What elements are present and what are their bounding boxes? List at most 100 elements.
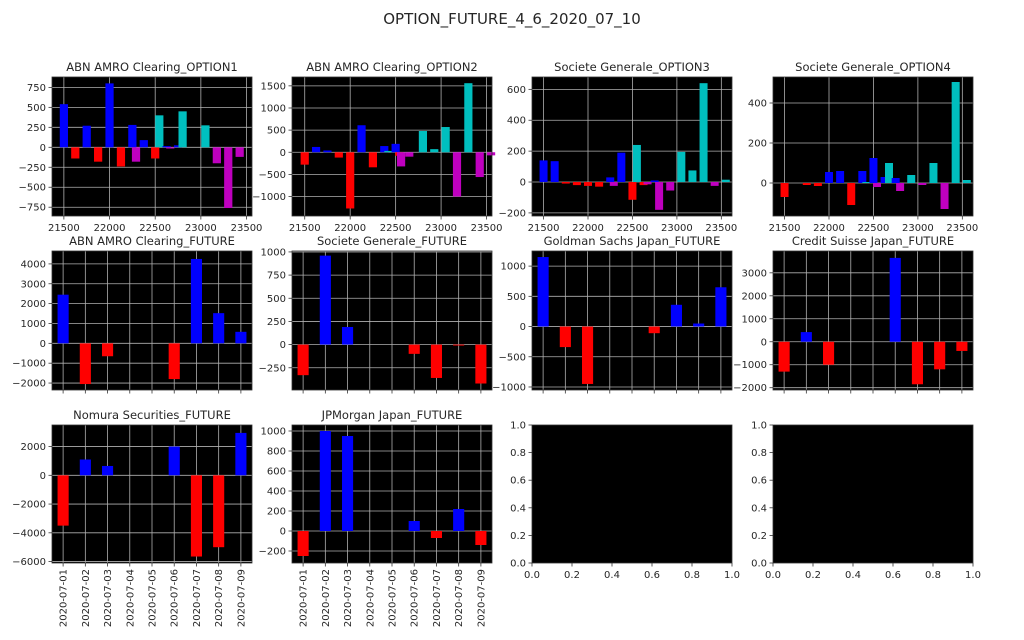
y-tick-label: 0 bbox=[761, 337, 767, 348]
y-tick-label: 200 bbox=[507, 147, 526, 158]
y-tick-label: 250 bbox=[27, 123, 46, 134]
bar bbox=[201, 125, 210, 148]
x-tick-label: 2020-07-08 bbox=[454, 569, 465, 627]
bar bbox=[334, 152, 343, 158]
bar bbox=[102, 465, 114, 476]
subplot-title: Credit Suisse Japan_FUTURE bbox=[792, 234, 954, 248]
bar bbox=[632, 144, 641, 183]
y-tick-label: 0 bbox=[40, 339, 46, 350]
bar bbox=[911, 341, 923, 385]
x-tick-label: 2020-07-02 bbox=[321, 569, 332, 627]
bar bbox=[139, 140, 148, 148]
bar bbox=[475, 344, 487, 384]
bar bbox=[780, 183, 789, 197]
y-tick-label: 1000 bbox=[501, 262, 526, 273]
y-tick-label: 0.2 bbox=[510, 531, 526, 542]
x-tick-label: 2020-07-07 bbox=[192, 569, 203, 627]
x-tick-label: 2020-07-08 bbox=[214, 569, 225, 627]
x-tick-label: 0.2 bbox=[564, 570, 580, 581]
bar bbox=[550, 161, 559, 183]
x-tick-label: 0.4 bbox=[604, 570, 620, 581]
bar bbox=[862, 182, 871, 183]
y-tick-label: 750 bbox=[267, 271, 286, 282]
bar bbox=[319, 255, 331, 345]
bar bbox=[380, 146, 389, 153]
x-tick-label: 23000 bbox=[902, 223, 934, 234]
y-tick-label: 400 bbox=[748, 99, 767, 110]
bar bbox=[128, 124, 137, 148]
y-tick-label: −750 bbox=[19, 203, 46, 214]
x-tick-label: 1.0 bbox=[724, 570, 740, 581]
y-tick-label: 0.6 bbox=[510, 476, 526, 487]
y-tick-label: 0.4 bbox=[751, 503, 767, 514]
x-tick-label: 2020-07-03 bbox=[343, 569, 354, 627]
bar bbox=[934, 341, 946, 370]
y-tick-label: 600 bbox=[267, 467, 286, 478]
bar bbox=[487, 152, 496, 156]
y-tick-label: 500 bbox=[27, 103, 46, 114]
x-tick-label: 0.8 bbox=[684, 570, 700, 581]
x-tick-label: 23500 bbox=[946, 223, 978, 234]
bar bbox=[956, 341, 968, 351]
plot-area bbox=[52, 77, 252, 216]
y-tick-label: −200 bbox=[499, 208, 526, 219]
bar bbox=[357, 125, 366, 153]
bar bbox=[918, 183, 927, 185]
bar bbox=[537, 257, 549, 327]
bar bbox=[907, 175, 916, 183]
axes-frame bbox=[531, 76, 733, 217]
bar bbox=[896, 183, 905, 191]
x-tick-label: 2020-07-02 bbox=[81, 569, 92, 627]
x-tick-label: 2020-07-06 bbox=[410, 569, 421, 627]
y-tick-label: −250 bbox=[259, 363, 286, 374]
bar bbox=[342, 436, 354, 531]
x-tick-label: 0.6 bbox=[644, 570, 660, 581]
bar bbox=[168, 343, 180, 380]
bar bbox=[858, 171, 867, 183]
bar bbox=[346, 152, 355, 209]
y-tick-label: 4000 bbox=[21, 259, 46, 270]
y-tick-label: 500 bbox=[267, 294, 286, 305]
x-tick-label: 22500 bbox=[858, 223, 890, 234]
axes-frame bbox=[51, 76, 253, 217]
y-tick-label: 3000 bbox=[742, 268, 767, 279]
y-tick-label: −1000 bbox=[252, 192, 286, 203]
bar bbox=[885, 163, 893, 183]
subplot-10: 2020-07-01 2020-07-02 2020-07-03 2020-07-04… bbox=[259, 408, 493, 627]
bar bbox=[297, 531, 309, 556]
x-tick-label: 21500 bbox=[289, 223, 321, 234]
bar bbox=[889, 257, 901, 342]
bar bbox=[397, 152, 406, 167]
bar bbox=[559, 326, 571, 348]
bar bbox=[178, 111, 187, 148]
bar bbox=[539, 160, 548, 183]
x-tick-label: 1.0 bbox=[965, 570, 981, 581]
y-tick-label: 2000 bbox=[742, 291, 767, 302]
bar bbox=[384, 150, 393, 153]
bar bbox=[151, 147, 160, 159]
y-tick-label: 0.8 bbox=[510, 448, 526, 459]
bar bbox=[836, 171, 845, 183]
subplot-title: JPMorgan Japan_FUTURE bbox=[321, 408, 463, 422]
bar bbox=[162, 146, 171, 148]
x-tick-label: 22000 bbox=[334, 223, 366, 234]
x-tick-label: 22000 bbox=[572, 223, 604, 234]
y-tick-label: 500 bbox=[267, 126, 286, 137]
subplot-title: ABN AMRO Clearing_FUTURE bbox=[69, 234, 235, 248]
bar bbox=[190, 258, 202, 344]
subplot-7: −1000 −500 0 500 1000 Goldman Sachs Japan_FUT… bbox=[492, 234, 733, 394]
bar bbox=[929, 163, 938, 183]
x-tick-label: 23000 bbox=[661, 223, 693, 234]
subplots: 21500 22000 22500 23000 23500 −750 −500 −250 0 25… bbox=[12, 60, 981, 627]
y-tick-label: 0.2 bbox=[751, 531, 767, 542]
bar bbox=[297, 344, 309, 376]
y-tick-label: 200 bbox=[748, 139, 767, 150]
bar bbox=[312, 146, 321, 153]
x-tick-label: 2020-07-09 bbox=[476, 569, 487, 627]
bar bbox=[628, 182, 637, 200]
bar bbox=[670, 304, 682, 327]
axes-frame bbox=[531, 250, 733, 391]
subplot-8: −2000 −1000 0 1000 2000 3000 Credit Suisse Jap… bbox=[733, 234, 974, 394]
axes-frame bbox=[772, 76, 974, 217]
y-tick-label: 500 bbox=[507, 292, 526, 303]
